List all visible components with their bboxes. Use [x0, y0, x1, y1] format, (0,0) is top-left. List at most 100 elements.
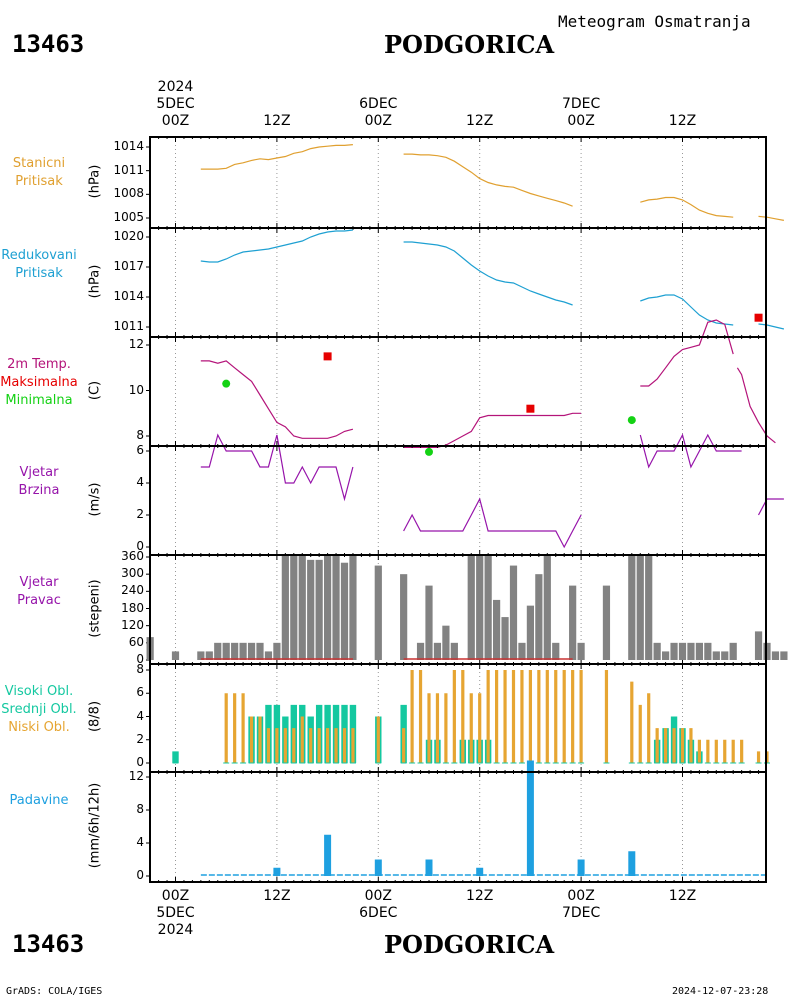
low-cloud-bar: [351, 728, 355, 763]
precip-bar: [425, 859, 433, 876]
ytick-label: 4: [136, 835, 144, 849]
unit-label: (stepeni): [87, 578, 103, 638]
wind-dir-bar: [273, 642, 281, 660]
wind-dir-bar: [670, 642, 678, 660]
low-cloud-bar: [680, 728, 685, 763]
precip-bar: [577, 859, 585, 876]
series-line: [640, 294, 734, 326]
time-label-bottom: 5DEC: [156, 905, 195, 921]
time-label-top: 12Z: [465, 113, 494, 129]
low-cloud-bar: [545, 670, 549, 763]
panel-label: Vjetar: [19, 465, 59, 480]
wind-dir-bar: [602, 585, 611, 660]
time-label-top: 6DEC: [359, 96, 398, 112]
wind-dir-bar: [712, 651, 720, 660]
min-temp-marker: [627, 416, 636, 425]
series-line: [403, 412, 582, 448]
low-cloud-bar: [402, 728, 406, 763]
panel-label: Redukovani: [1, 248, 77, 263]
wind-dir-bar: [239, 642, 247, 660]
low-cloud-bar: [309, 728, 313, 763]
series-line: [200, 433, 354, 502]
low-cloud-bar: [756, 751, 761, 763]
time-label-top: 2024: [157, 79, 194, 95]
time-label-top: 00Z: [364, 113, 392, 129]
low-cloud-bar: [376, 716, 380, 763]
low-cloud-bar: [697, 739, 701, 763]
low-cloud-bar: [418, 670, 423, 763]
series-line: [403, 241, 573, 306]
time-label-top: 00Z: [161, 113, 190, 129]
ytick-label: 2: [136, 731, 144, 746]
low-cloud-bar: [630, 681, 634, 763]
wind-dir-bar: [214, 642, 222, 660]
wind-dir-bar: [780, 651, 788, 660]
low-cloud-bar: [723, 739, 727, 763]
ytick-label: 8: [136, 428, 144, 442]
wind-dir-bar: [374, 565, 382, 660]
wind-dir-bar: [256, 642, 264, 660]
credit-label: GrADS: COLA/IGES: [6, 986, 103, 997]
wind-dir-bar: [416, 642, 425, 660]
low-cloud-bar: [664, 728, 668, 763]
low-cloud-bar: [266, 728, 271, 763]
low-cloud-bar: [503, 670, 507, 763]
wind-dir-bar: [332, 556, 340, 660]
series-line: [200, 144, 353, 170]
ytick-label: 1005: [113, 210, 144, 224]
wind-dir-bar: [340, 562, 349, 660]
wind-dir-bar: [653, 642, 661, 660]
low-cloud-bar: [334, 728, 338, 763]
low-cloud-bar: [452, 670, 456, 763]
low-cloud-bar: [300, 716, 304, 763]
time-label-top: 7DEC: [561, 96, 601, 112]
ytick-label: 1020: [113, 229, 144, 243]
time-label-bottom: 00Z: [161, 888, 190, 904]
series-line: [403, 497, 582, 549]
low-cloud-bar: [740, 739, 744, 763]
wind-dir-bar: [247, 642, 256, 660]
ytick-label: 0: [136, 539, 144, 553]
ytick-label: 1014: [113, 139, 144, 153]
wind-dir-bar: [442, 625, 450, 660]
series-line: [200, 360, 354, 439]
low-cloud-bar: [672, 728, 676, 763]
time-label-top: 12Z: [263, 113, 291, 129]
series-line: [758, 215, 785, 221]
wind-dir-bar: [425, 585, 433, 660]
ytick-label: 1008: [113, 186, 144, 201]
panel-label: Vjetar: [19, 575, 59, 590]
ytick-label: 8: [136, 802, 144, 816]
wind-dir-bar: [552, 642, 560, 660]
low-cloud-bar: [579, 670, 583, 763]
low-cloud-bar: [638, 704, 642, 763]
ytick-label: 12: [128, 769, 144, 783]
ytick-label: 12: [128, 337, 144, 351]
panel-label: Visoki Obl.: [4, 684, 74, 699]
panel-label: Minimalna: [5, 393, 73, 408]
low-cloud-bar: [427, 693, 431, 763]
station-id-bottom: 13463: [12, 930, 85, 958]
low-cloud-bar: [647, 693, 651, 763]
low-cloud-bar: [461, 670, 465, 763]
low-cloud-bar: [511, 670, 516, 763]
low-cloud-bar: [478, 693, 482, 763]
ytick-label: 2: [136, 507, 144, 521]
panel-label: Brzina: [18, 483, 60, 498]
low-cloud-bar: [249, 716, 254, 763]
precip-bar: [273, 867, 281, 876]
wind-dir-bar: [662, 651, 670, 660]
high-cloud-bar: [172, 751, 179, 763]
series-line: [736, 367, 776, 444]
time-label-bottom: 12Z: [263, 888, 291, 904]
ytick-label: 6: [136, 685, 144, 700]
wind-dir-bar: [695, 642, 703, 660]
wind-dir-bar: [467, 556, 475, 660]
wind-dir-bar: [518, 642, 526, 660]
low-cloud-bar: [571, 670, 575, 763]
wind-dir-bar: [290, 556, 298, 660]
wind-dir-bar: [771, 651, 780, 660]
wind-dir-bar: [298, 556, 306, 660]
wind-dir-bar: [535, 574, 543, 660]
